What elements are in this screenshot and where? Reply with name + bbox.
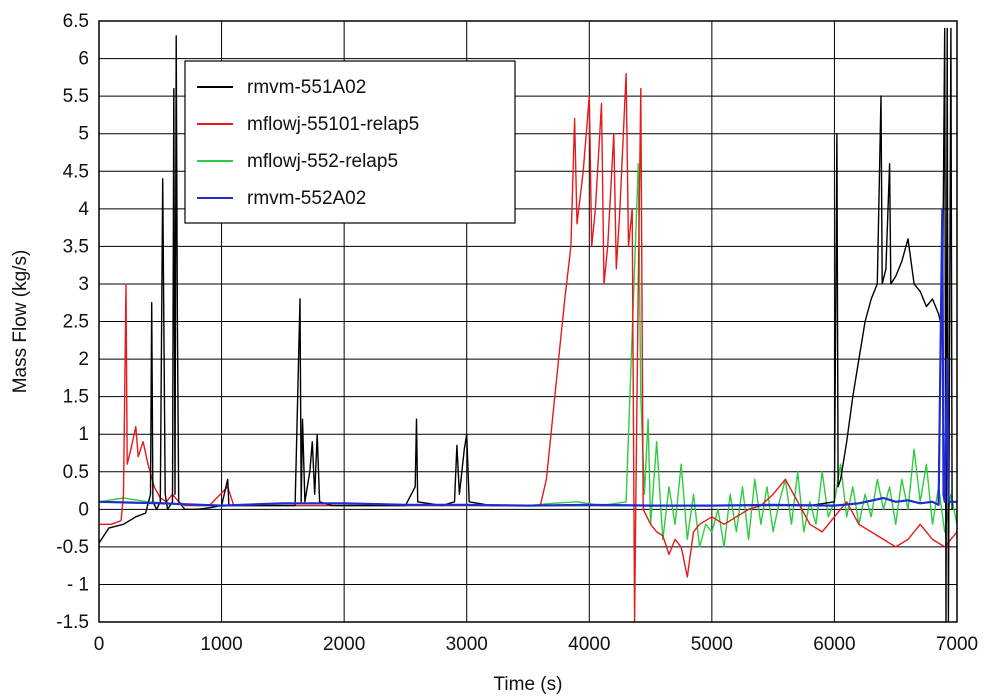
y-tick-label: 6 — [78, 49, 89, 70]
legend-label: rmvm-552A02 — [247, 188, 366, 209]
series-lines — [98, 27, 958, 623]
y-tick-label: 0 — [78, 499, 89, 520]
y-tick-label: 3 — [78, 274, 89, 295]
series-line-mflowj-55101-relap5 — [99, 72, 958, 623]
y-tick-label: 1 — [78, 424, 89, 445]
legend-label: mflowj-55101-relap5 — [247, 114, 419, 135]
y-tick-label: 0.5 — [63, 462, 89, 483]
y-tick-label: 2 — [78, 349, 89, 370]
plot-frame — [98, 20, 958, 623]
legend-label: mflowj-552-relap5 — [247, 151, 398, 172]
y-tick-label: 5 — [78, 124, 89, 145]
legend-items: rmvm-551A02 mflowj-55101-relap5 mflowj-552… — [197, 77, 419, 209]
y-tick-label: 3.5 — [63, 236, 89, 257]
series-line-rmvm-551A02 — [98, 27, 953, 623]
x-tick-label: 0 — [94, 634, 105, 655]
x-tick-label: 5000 — [691, 634, 733, 655]
x-tick-label: 7000 — [936, 634, 978, 655]
y-tick-label: 5.5 — [63, 86, 89, 107]
y-tick-label: - 1 — [67, 574, 89, 595]
grid-lines — [98, 20, 958, 623]
x-axis-title: Time (s) — [494, 674, 563, 695]
x-tick-label: 6000 — [813, 634, 855, 655]
x-tick-label: 4000 — [568, 634, 610, 655]
y-tick-label: -1.5 — [56, 612, 89, 633]
x-tick-label: 1000 — [200, 634, 242, 655]
x-tick-label: 2000 — [323, 634, 365, 655]
x-tick-label: 3000 — [446, 634, 488, 655]
y-tick-label: -0.5 — [56, 537, 89, 558]
y-tick-label: 1.5 — [63, 387, 89, 408]
series-line-rmvm-552A02 — [98, 207, 957, 507]
y-axis-title: Mass Flow (kg/s) — [10, 250, 31, 394]
legend: rmvm-551A02 mflowj-55101-relap5 mflowj-552… — [184, 60, 516, 224]
axis-ticks: -1.5 - 1 -0.5 0 0.5 1 1.5 2 2.5 3 3.5 4 4.5 5 5.5 6 6.5 0… — [56, 11, 978, 655]
y-tick-label: 4.5 — [63, 161, 89, 182]
legend-box — [184, 60, 516, 224]
y-tick-label: 2.5 — [63, 312, 89, 333]
y-tick-label: 4 — [78, 199, 89, 220]
legend-label: rmvm-551A02 — [247, 77, 366, 98]
y-tick-label: 6.5 — [63, 11, 89, 32]
